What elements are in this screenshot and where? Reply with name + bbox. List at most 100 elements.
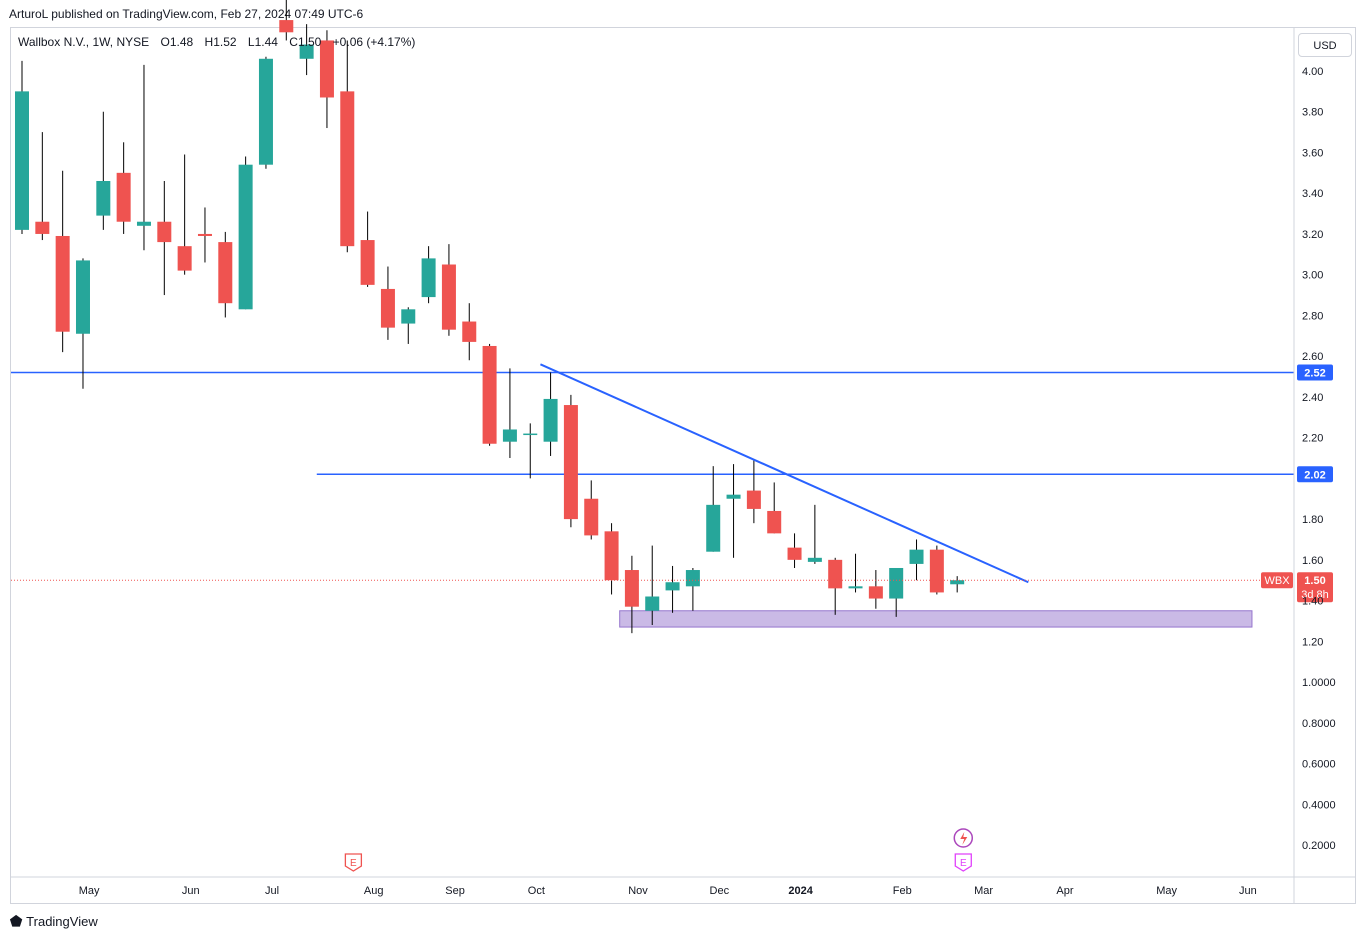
- footer-brand: TradingView: [26, 914, 98, 929]
- candle[interactable]: [319, 30, 334, 129]
- candle-body: [218, 242, 233, 304]
- candle[interactable]: [462, 303, 477, 361]
- candle[interactable]: [177, 154, 192, 275]
- candle[interactable]: [75, 258, 90, 389]
- candle[interactable]: [218, 231, 233, 318]
- legend-open: O1.48: [161, 35, 194, 49]
- candle[interactable]: [441, 244, 456, 336]
- candle[interactable]: [116, 142, 131, 234]
- x-tick-label: Oct: [528, 885, 545, 897]
- candle-body: [299, 44, 314, 59]
- x-tick-label: Jun: [182, 885, 200, 897]
- candle[interactable]: [828, 557, 843, 615]
- candle[interactable]: [624, 555, 639, 634]
- candle-body: [157, 221, 172, 243]
- candle[interactable]: [645, 545, 660, 626]
- earnings-icon[interactable]: E: [954, 853, 972, 872]
- trendline[interactable]: [540, 363, 1029, 584]
- y-tick-label: 0.2000: [1302, 840, 1336, 852]
- candle-body: [543, 398, 558, 442]
- y-tick-label: 2.40: [1302, 392, 1323, 404]
- y-tick-label: 1.80: [1302, 514, 1323, 526]
- x-tick-label: May: [1156, 885, 1177, 897]
- x-tick-label: Nov: [628, 885, 648, 897]
- candle-body: [523, 433, 538, 436]
- candle[interactable]: [868, 570, 883, 609]
- x-tick-label: Aug: [364, 885, 384, 897]
- candle[interactable]: [421, 246, 436, 304]
- candle[interactable]: [279, 0, 294, 41]
- candle[interactable]: [482, 343, 497, 446]
- earnings-badge: [344, 853, 363, 872]
- tradingview-logo-icon: ⬟: [10, 913, 22, 929]
- candle-body: [116, 172, 131, 222]
- candle-body: [319, 40, 334, 98]
- candle[interactable]: [299, 24, 314, 76]
- candle[interactable]: [35, 132, 50, 241]
- candle[interactable]: [543, 372, 558, 456]
- candle-body: [767, 510, 782, 534]
- y-tick-label: 1.20: [1302, 636, 1323, 648]
- candle[interactable]: [55, 170, 70, 353]
- candle[interactable]: [136, 64, 151, 251]
- candle[interactable]: [787, 533, 802, 568]
- horizontal-line-label-bg: [1297, 466, 1333, 483]
- dividend-icon[interactable]: [953, 828, 974, 848]
- candle[interactable]: [563, 394, 578, 528]
- lightning-glyph: [960, 832, 968, 845]
- svg-text:Wallbox N.V., 1W, NYSE O: Wallbox N.V., 1W, NYSE O1.48 H1.52 L1.44…: [18, 35, 415, 49]
- candle[interactable]: [523, 423, 538, 479]
- candle[interactable]: [157, 180, 172, 296]
- x-tick-label: Jul: [265, 885, 279, 897]
- candle[interactable]: [889, 567, 904, 617]
- candle[interactable]: [909, 539, 924, 581]
- candle[interactable]: [258, 56, 273, 169]
- candle[interactable]: [604, 523, 619, 595]
- legend-symbol: Wallbox N.V., 1W, NYSE: [18, 35, 149, 49]
- candle[interactable]: [15, 60, 29, 234]
- chart-frame[interactable]: [10, 27, 1356, 904]
- candle-body: [787, 547, 802, 560]
- candle[interactable]: [848, 553, 863, 593]
- candle[interactable]: [950, 576, 965, 593]
- candle-body: [706, 504, 721, 552]
- candle-body: [279, 20, 294, 33]
- candle[interactable]: [360, 211, 375, 287]
- earnings-icon[interactable]: E: [344, 853, 363, 872]
- candle[interactable]: [706, 466, 721, 552]
- y-tick-label: 3.20: [1302, 229, 1323, 241]
- candle[interactable]: [767, 482, 782, 534]
- candle[interactable]: [401, 307, 416, 344]
- candle[interactable]: [340, 40, 355, 253]
- candle-body: [421, 258, 436, 298]
- candle-body: [889, 567, 904, 599]
- x-tick-label: 2024: [788, 885, 813, 897]
- candle[interactable]: [502, 368, 517, 458]
- candle[interactable]: [665, 565, 680, 613]
- candle[interactable]: [238, 156, 253, 310]
- candle-body: [929, 549, 944, 593]
- candle[interactable]: [746, 460, 761, 524]
- y-tick-label: 0.4000: [1302, 799, 1336, 811]
- candle-body: [868, 586, 883, 599]
- y-tick-label: 3.60: [1302, 147, 1323, 159]
- candle[interactable]: [726, 464, 741, 558]
- support-zone[interactable]: [619, 610, 1253, 628]
- currency-selector[interactable]: USD: [1298, 33, 1352, 57]
- y-tick-label: 2.60: [1302, 351, 1323, 363]
- candle-body: [401, 309, 416, 324]
- candle-body: [604, 531, 619, 581]
- candle[interactable]: [807, 504, 822, 564]
- candle[interactable]: [197, 207, 212, 263]
- earnings-badge: [954, 853, 972, 872]
- candle[interactable]: [584, 480, 599, 540]
- y-tick-label: 3.80: [1302, 107, 1323, 119]
- candle[interactable]: [929, 545, 944, 595]
- candle[interactable]: [96, 111, 111, 230]
- candle[interactable]: [380, 266, 395, 340]
- x-tick-label: Dec: [710, 885, 730, 897]
- candle[interactable]: [685, 567, 700, 611]
- candle-body: [563, 405, 578, 520]
- candle-body: [584, 498, 599, 536]
